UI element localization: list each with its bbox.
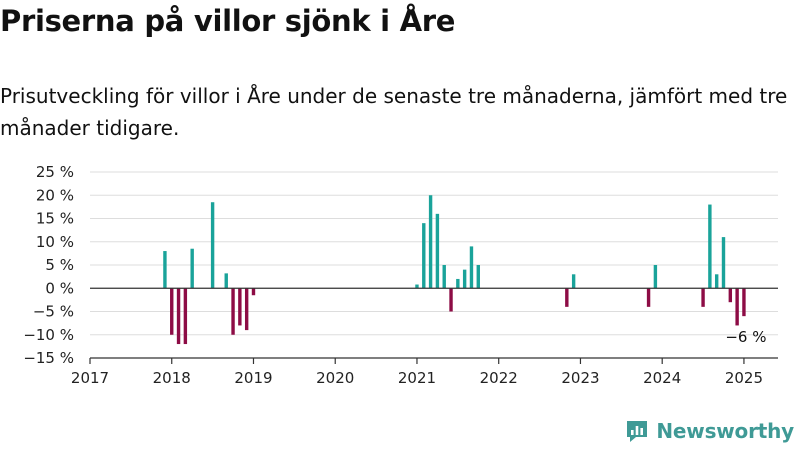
bar bbox=[735, 288, 739, 326]
bar bbox=[415, 284, 419, 289]
bar bbox=[462, 269, 467, 289]
y-tick-label: −10 % bbox=[23, 326, 74, 344]
bar bbox=[231, 288, 235, 335]
bar bbox=[190, 248, 194, 289]
brand-logo: Newsworthy bbox=[624, 418, 794, 444]
bar bbox=[224, 273, 228, 289]
y-tick-label: 25 % bbox=[36, 163, 74, 181]
y-axis-labels: 25 % 20 % 15 % 10 % 5 % 0 % −5 % −10 % −15 % bbox=[23, 163, 74, 367]
bar bbox=[449, 288, 453, 312]
bar bbox=[565, 288, 569, 307]
bar bbox=[163, 251, 167, 289]
bars bbox=[163, 195, 746, 345]
x-tick-label: 2022 bbox=[480, 369, 518, 387]
bar bbox=[210, 202, 215, 289]
x-axis: 2017 2018 2019 2020 2021 2022 2023 2024 2025 bbox=[71, 287, 778, 387]
bar bbox=[244, 288, 249, 331]
bar bbox=[646, 288, 651, 307]
brand-name: Newsworthy bbox=[656, 419, 794, 443]
x-tick-label: 2023 bbox=[561, 369, 599, 387]
y-tick-label: 0 % bbox=[45, 279, 74, 297]
bar bbox=[708, 204, 712, 289]
y-tick-label: 15 % bbox=[36, 210, 74, 228]
y-tick-label: 20 % bbox=[36, 186, 74, 204]
bar bbox=[170, 288, 174, 335]
data-label: −6 % bbox=[725, 328, 766, 346]
bar bbox=[251, 288, 256, 296]
bar bbox=[653, 265, 658, 289]
bar bbox=[469, 246, 474, 289]
bar bbox=[428, 195, 433, 289]
bar bbox=[571, 274, 576, 289]
x-tick-label: 2019 bbox=[234, 369, 272, 387]
bar bbox=[435, 213, 440, 289]
bar bbox=[742, 288, 746, 317]
bar bbox=[442, 265, 446, 289]
bar bbox=[714, 274, 719, 289]
bar bbox=[476, 265, 480, 289]
x-tick-label: 2024 bbox=[643, 369, 681, 387]
bar bbox=[238, 288, 242, 326]
newsworthy-logo-icon bbox=[627, 421, 648, 442]
bar bbox=[183, 288, 188, 345]
y-tick-label: −5 % bbox=[33, 303, 74, 321]
y-tick-label: 5 % bbox=[45, 256, 74, 274]
annotations: −6 % bbox=[725, 328, 766, 346]
bar bbox=[176, 288, 181, 345]
x-tick-label: 2021 bbox=[398, 369, 436, 387]
chart-title: Priserna på villor sjönk i Åre bbox=[0, 4, 456, 38]
bar bbox=[728, 288, 733, 303]
x-tick-label: 2018 bbox=[153, 369, 191, 387]
chart-subtitle: Prisutveckling för villor i Åre under de… bbox=[0, 84, 788, 140]
y-tick-label: −15 % bbox=[23, 349, 74, 367]
y-tick-label: 10 % bbox=[36, 233, 74, 251]
x-tick-label: 2017 bbox=[71, 369, 109, 387]
bar bbox=[721, 237, 726, 289]
x-tick-label: 2025 bbox=[725, 369, 763, 387]
bar bbox=[701, 288, 705, 307]
bar bbox=[422, 223, 426, 289]
bar bbox=[456, 278, 460, 289]
x-tick-label: 2020 bbox=[316, 369, 354, 387]
